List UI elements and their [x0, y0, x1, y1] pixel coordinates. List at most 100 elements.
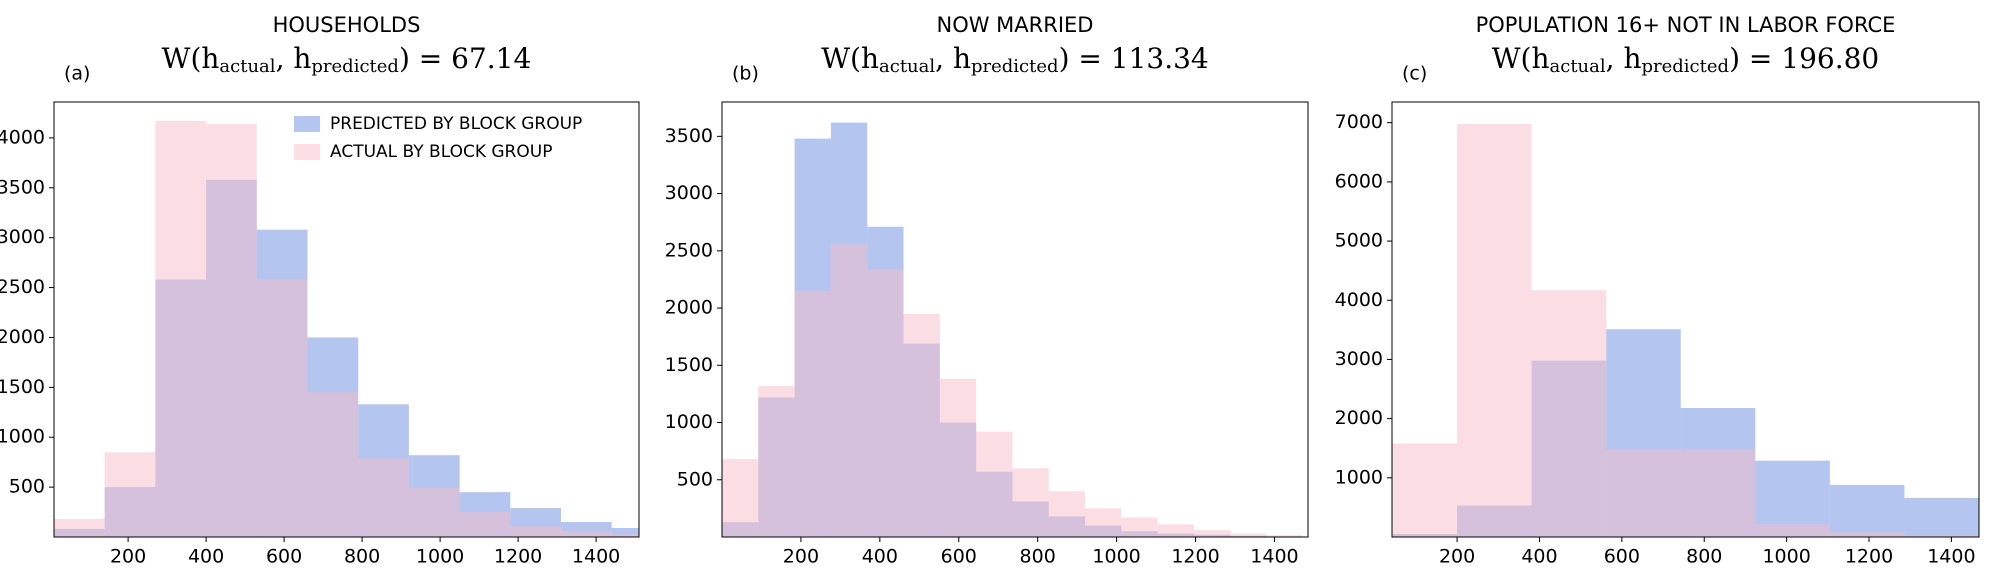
histogram-bar — [104, 452, 156, 537]
subtitle-part: W(h — [1492, 42, 1550, 75]
y-tick-label: 500 — [677, 468, 713, 490]
histogram-bar — [1829, 484, 1905, 537]
plot-area — [1392, 123, 1979, 537]
histogram-bar — [459, 512, 511, 537]
x-tick-label: 1200 — [1171, 546, 1219, 568]
y-tick-label: 6000 — [1335, 170, 1383, 192]
histogram-bar — [1266, 535, 1303, 537]
x-tick-label: 1200 — [494, 546, 542, 568]
panel-label: (b) — [732, 63, 759, 85]
subtitle-part: ) = 113.34 — [1059, 42, 1209, 75]
legend-label: ACTUAL BY BLOCK GROUP — [330, 142, 552, 162]
chart-title: HOUSEHOLDS — [273, 13, 421, 37]
x-tick-label: 1400 — [1927, 546, 1975, 568]
histogram-bar — [1121, 517, 1158, 537]
y-tick-label: 5000 — [1335, 230, 1383, 252]
y-tick-label: 3500 — [0, 176, 45, 198]
y-tick-label: 2000 — [0, 326, 45, 348]
subtitle-part: predicted — [971, 56, 1059, 77]
histogram-bar — [307, 392, 359, 537]
subtitle-part: ) = 67.14 — [399, 42, 531, 75]
x-tick-label: 1000 — [1762, 546, 1810, 568]
histogram-bar — [611, 528, 639, 537]
histogram-bar — [611, 534, 639, 537]
histogram-bar — [1193, 530, 1231, 537]
x-tick-label: 200 — [783, 546, 819, 568]
x-tick-label: 1200 — [1845, 546, 1893, 568]
panel-label: (a) — [64, 63, 90, 85]
histogram-bar — [206, 123, 257, 537]
y-tick-label: 2000 — [665, 297, 713, 319]
histogram-bar — [1085, 508, 1122, 537]
legend-label: PREDICTED BY BLOCK GROUP — [330, 114, 582, 134]
subtitle-part: actual — [879, 56, 935, 77]
histogram-bar — [867, 269, 904, 537]
y-tick-label: 1000 — [665, 411, 713, 433]
x-tick-label: 600 — [941, 546, 977, 568]
histogram-bar — [1755, 523, 1830, 537]
subtitle-part: actual — [1550, 56, 1606, 77]
histogram-bar — [408, 488, 460, 537]
chart-title: POPULATION 16+ NOT IN LABOR FORCE — [1476, 13, 1896, 37]
y-tick-label: 2500 — [0, 276, 45, 298]
x-tick-label: 400 — [862, 546, 898, 568]
histogram-bar — [722, 459, 759, 537]
plot-frame — [721, 101, 1309, 538]
histogram-bar — [1457, 123, 1532, 537]
y-tick-label: 3500 — [665, 125, 713, 147]
x-tick-label: 600 — [1604, 546, 1640, 568]
histogram-bar — [830, 243, 868, 537]
y-tick-label: 3000 — [1335, 348, 1383, 370]
x-tick-label: 800 — [1020, 546, 1056, 568]
subtitle-part: , h — [1606, 42, 1642, 75]
x-tick-label: 1000 — [416, 546, 464, 568]
histogram-bar — [976, 431, 1013, 537]
x-tick-label: 400 — [188, 546, 224, 568]
y-tick-label: 7000 — [1335, 111, 1383, 133]
x-tick-label: 1000 — [1092, 546, 1140, 568]
histogram-bar — [794, 290, 831, 537]
histogram-bar — [1680, 449, 1756, 537]
histogram-bar — [256, 279, 308, 537]
histogram-bar — [1531, 290, 1607, 537]
histogram-bar — [939, 379, 977, 537]
subtitle: W(hactual, hpredicted) = 113.34 — [821, 42, 1208, 78]
histogram-bar — [903, 313, 940, 537]
x-tick-label: 1400 — [572, 546, 620, 568]
x-tick-label: 400 — [1521, 546, 1557, 568]
histogram-bar — [1392, 443, 1458, 537]
x-tick-label: 800 — [344, 546, 380, 568]
histogram-bar — [1606, 449, 1681, 537]
subtitle-part: W(h — [162, 42, 220, 75]
histogram-bar — [1157, 524, 1194, 537]
x-tick-label: 200 — [1439, 546, 1475, 568]
histogram-bar — [510, 526, 561, 537]
subtitle: W(hactual, hpredicted) = 67.14 — [162, 42, 532, 78]
y-tick-label: 1000 — [1335, 466, 1383, 488]
x-tick-label: 200 — [110, 546, 146, 568]
histogram-bar — [1230, 533, 1267, 537]
y-tick-label: 1500 — [665, 354, 713, 376]
x-tick-label: 600 — [266, 546, 302, 568]
y-tick-label: 500 — [9, 476, 45, 498]
y-tick-label: 4000 — [0, 126, 45, 148]
histogram-bar — [1048, 491, 1086, 537]
histogram-bar — [561, 531, 612, 537]
histogram-bar — [358, 458, 409, 537]
histogram-bar — [1904, 497, 1979, 537]
legend-swatch — [294, 144, 320, 160]
subtitle-part: W(h — [821, 42, 879, 75]
y-tick-label: 3000 — [665, 182, 713, 204]
y-tick-label: 2500 — [665, 239, 713, 261]
chart-title: NOW MARRIED — [937, 13, 1094, 37]
histogram-bar — [1829, 532, 1905, 537]
panel-label: (c) — [1402, 63, 1427, 85]
subtitle-part: actual — [219, 56, 275, 77]
histogram-bar — [1904, 535, 1979, 537]
histogram-bar — [155, 120, 207, 537]
subtitle-part: , h — [935, 42, 971, 75]
histogram-bar — [54, 519, 105, 537]
legend-swatch — [294, 116, 320, 132]
histogram-bar — [758, 385, 795, 537]
